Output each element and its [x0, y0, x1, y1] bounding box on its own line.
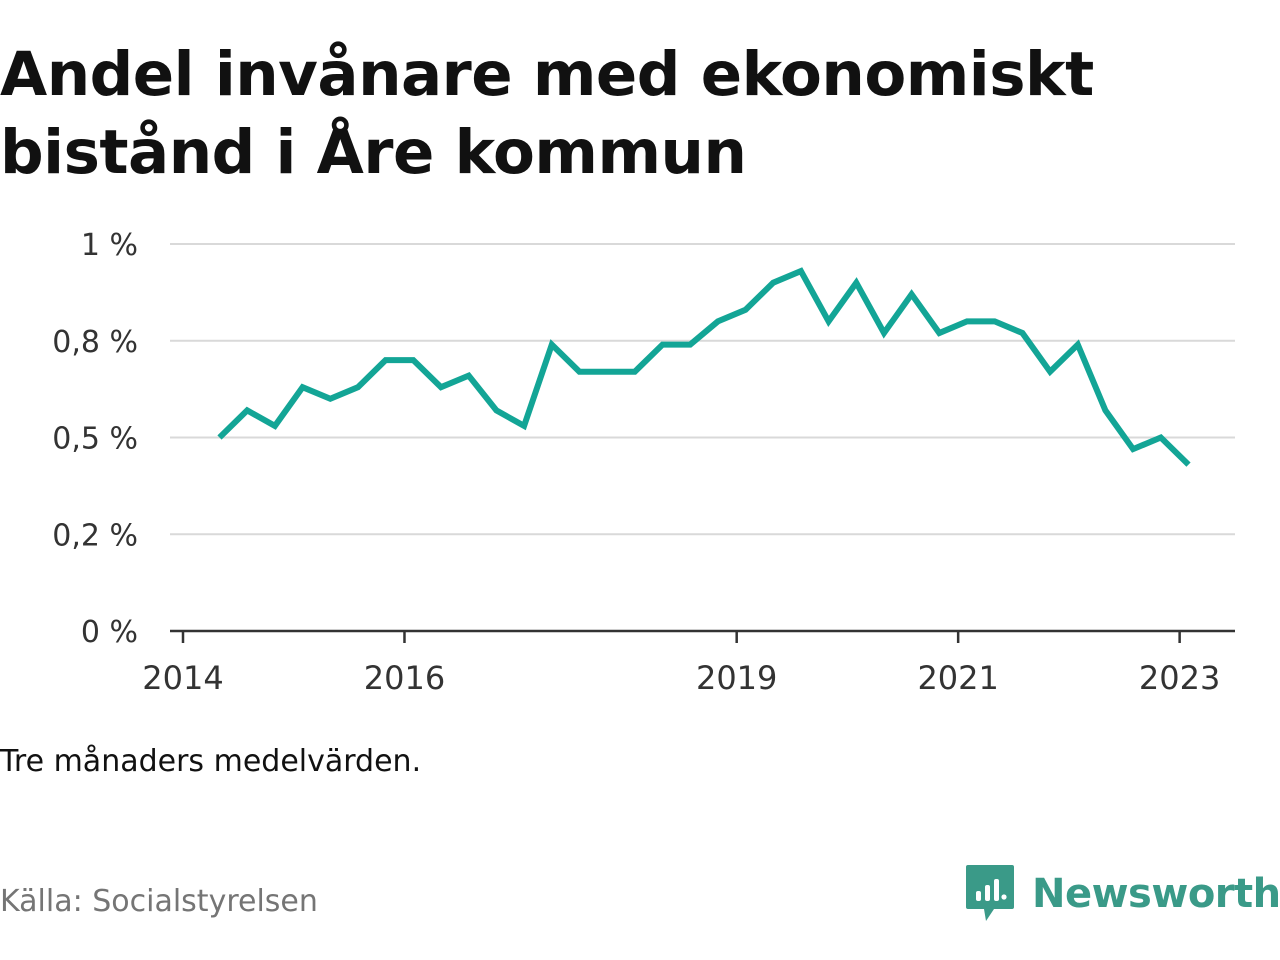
grid-lines	[170, 243, 1235, 536]
series-line	[217, 267, 1191, 467]
y-tick-label: 0,5 %	[52, 422, 138, 457]
newsworthy-logo-icon	[966, 865, 1014, 921]
y-tick-label: 0,8 %	[52, 325, 138, 360]
y-tick-label: 1 %	[81, 228, 138, 263]
y-axis-labels: 0 % 0,2 % 0,5 % 0,8 % 1 %	[52, 228, 138, 650]
brand-name: Newsworthy	[1032, 871, 1280, 917]
x-tick-label: 2019	[696, 659, 777, 697]
x-tick-label: 2021	[917, 659, 998, 697]
chart-note: Tre månaders medelvärden.	[0, 744, 422, 779]
y-tick-label: 0 %	[81, 615, 138, 650]
x-axis: 2014 2016 2019 2021 2023	[142, 629, 1235, 697]
x-tick-label: 2023	[1139, 659, 1220, 697]
data-line-layer	[217, 267, 1191, 467]
brand: Newsworthy	[964, 862, 1280, 926]
source-label: Källa: Socialstyrelsen	[0, 884, 318, 919]
x-tick-label: 2016	[364, 659, 445, 697]
line-chart: 0 %0,2 %0,5 %0,8 %1 % 2014 2016 2019 2021 20…	[52, 228, 1235, 697]
x-tick-label: 2014	[142, 659, 223, 697]
chart-title: Andel invånare med ekonomiskt bistånd i …	[0, 39, 1094, 188]
y-tick-label: 0,2 %	[52, 518, 138, 553]
